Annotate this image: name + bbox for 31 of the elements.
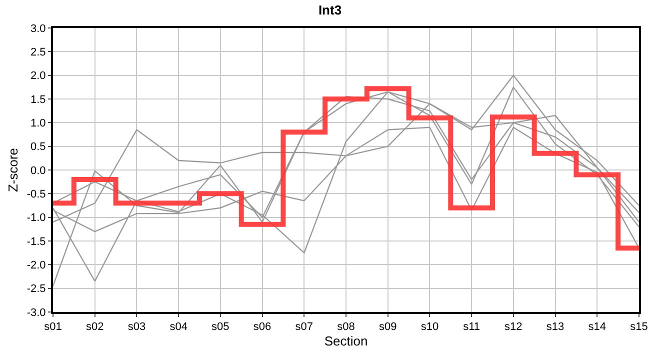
- y-tick-label: 0.5: [30, 141, 46, 154]
- y-tick-label: -1.0: [26, 212, 46, 224]
- x-tick-label: s13: [546, 321, 564, 334]
- x-tick-label: s01: [44, 321, 62, 334]
- x-tick-label: s09: [378, 321, 397, 334]
- y-tick-label: -1.5: [26, 236, 46, 248]
- x-tick-label: s05: [212, 321, 230, 334]
- y-tick-label: 3.0: [30, 22, 46, 35]
- x-tick-label: s03: [128, 321, 146, 334]
- y-tick-label: 0.0: [30, 164, 46, 177]
- y-tick-label: 2.0: [30, 70, 46, 82]
- y-tick-label: 2.5: [30, 46, 46, 59]
- x-axis-title: Section: [324, 333, 368, 348]
- y-tick-label: 1.5: [30, 94, 46, 106]
- x-tick-label: s14: [588, 321, 606, 334]
- y-tick-label: -3.0: [26, 306, 46, 319]
- x-tick-label: s15: [630, 321, 648, 334]
- x-tick-label: s08: [337, 321, 355, 334]
- y-tick-label: -2.0: [26, 260, 46, 272]
- x-tick-label: s07: [295, 321, 314, 334]
- y-axis-title: Z-score: [5, 148, 20, 192]
- chart-title: Int3: [318, 2, 342, 18]
- x-tick-label: s10: [420, 321, 439, 334]
- y-tick-label: 1.0: [30, 118, 46, 130]
- x-tick-label: s04: [170, 321, 188, 334]
- y-tick-label: -0.5: [26, 188, 46, 201]
- x-tick-label: s11: [463, 321, 480, 334]
- y-tick-label: -2.5: [26, 283, 46, 296]
- x-tick-label: s12: [504, 321, 522, 334]
- x-tick-label: s02: [86, 321, 104, 334]
- x-tick-label: s06: [253, 321, 272, 334]
